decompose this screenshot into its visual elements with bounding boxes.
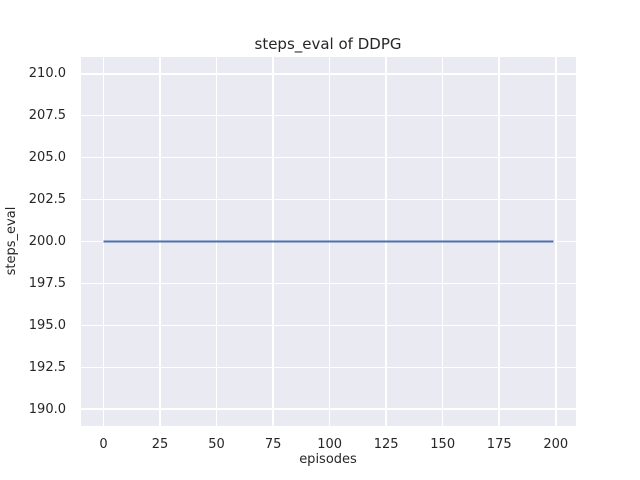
x-tick-label: 100	[317, 437, 343, 452]
y-tick-label: 197.5	[28, 275, 66, 291]
x-tick-label: 125	[373, 437, 399, 452]
y-tick-label: 207.5	[28, 108, 66, 124]
y-tick-label: 202.5	[28, 192, 66, 208]
horizontal-gridline	[81, 366, 576, 369]
horizontal-gridline	[81, 282, 576, 285]
horizontal-gridline	[81, 73, 576, 75]
y-tick-label: 210.0	[28, 66, 66, 82]
x-tick-label: 25	[151, 437, 169, 452]
y-tick-label: 200.0	[28, 234, 66, 249]
y-tick-label: 190.0	[28, 401, 66, 417]
horizontal-gridline	[81, 324, 576, 327]
y-tick-label: 195.0	[28, 317, 66, 333]
x-tick-label: 50	[208, 437, 225, 452]
chart-title: steps_eval of DDPG	[254, 35, 402, 53]
x-tick-label: 0	[99, 437, 108, 452]
x-tick-label: 200	[543, 437, 569, 452]
x-tick-label: 75	[264, 437, 282, 452]
y-tick-label: 192.5	[28, 359, 66, 375]
y-tick-label: 205.0	[28, 150, 66, 166]
horizontal-gridline	[81, 198, 576, 201]
horizontal-gridline	[81, 408, 576, 410]
series-layer	[103, 240, 554, 243]
x-axis-label: episodes	[299, 452, 357, 467]
x-tick-label: 150	[430, 437, 456, 452]
x-tick-label: 175	[486, 437, 512, 452]
horizontal-gridline	[81, 114, 576, 117]
plot-area	[81, 57, 576, 426]
horizontal-gridline	[81, 156, 576, 159]
